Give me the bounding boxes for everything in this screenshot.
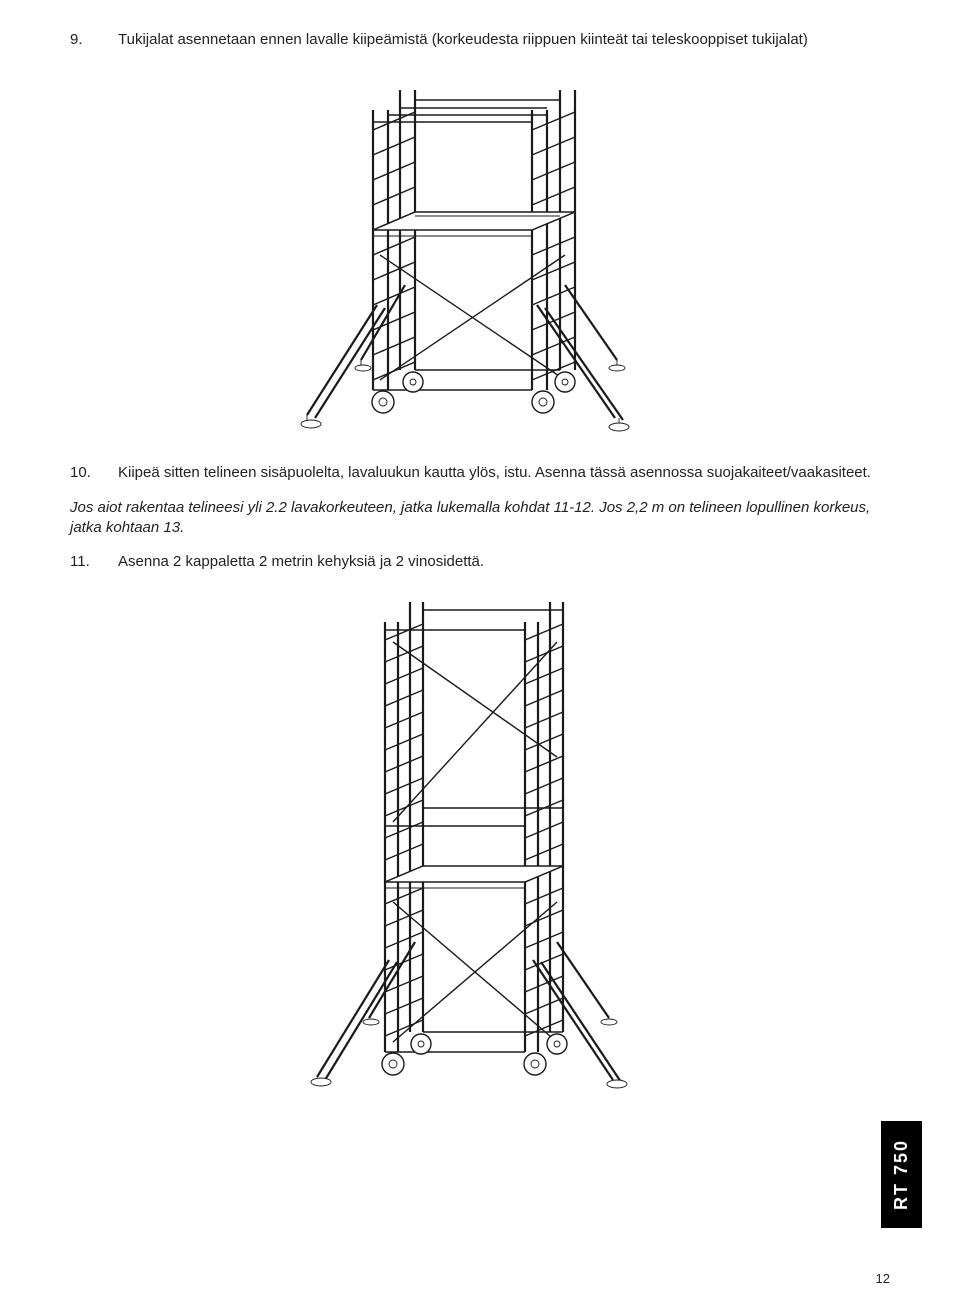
scaffold-tall-svg (265, 582, 695, 1102)
step-9-number: 9. (70, 30, 118, 50)
step-9: 9. Tukijalat asennetaan ennen lavalle ki… (70, 30, 890, 50)
step-10: 10. Kiipeä sitten telineen sisäpuolelta,… (70, 463, 890, 483)
step-11-number: 11. (70, 552, 118, 572)
page-number: 12 (876, 1271, 890, 1286)
figure-scaffold-tall (70, 582, 890, 1107)
sidebar-model-text: RT 750 (891, 1139, 912, 1210)
step-11: 11. Asenna 2 kappaletta 2 metrin kehyksi… (70, 552, 890, 572)
step-10-text: Kiipeä sitten telineen sisäpuolelta, lav… (118, 463, 871, 483)
sidebar-model-label: RT 750 (881, 1121, 922, 1228)
page: 9. Tukijalat asennetaan ennen lavalle ki… (0, 0, 960, 1308)
step-9-text: Tukijalat asennetaan ennen lavalle kiipe… (118, 30, 808, 50)
step-10-number: 10. (70, 463, 118, 483)
step-11-text: Asenna 2 kappaletta 2 metrin kehyksiä ja… (118, 552, 484, 572)
figure-scaffold-short (70, 60, 890, 445)
scaffold-short-svg (265, 60, 695, 440)
note-italic: Jos aiot rakentaa telineesi yli 2.2 lava… (70, 498, 890, 539)
